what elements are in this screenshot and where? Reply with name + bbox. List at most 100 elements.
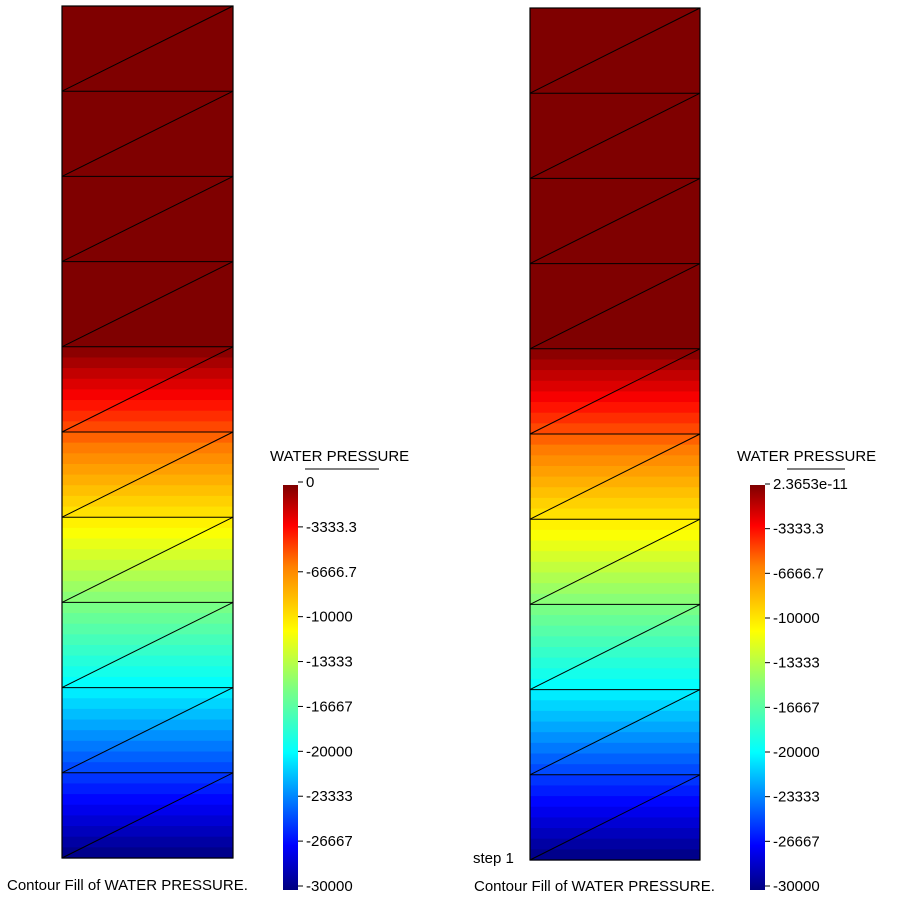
right-mesh-diagonal [529,518,701,605]
left-contour-band [62,442,233,454]
right-contour-band [530,402,700,414]
right-contour-band [530,657,700,669]
left-contour-band [62,708,233,721]
right-contour-band [530,583,700,595]
step-label: step 1 [473,850,514,867]
right-contour-band [530,551,700,563]
right-legend-label: -10000 [773,610,820,627]
right-contour-band [530,370,700,382]
right-mesh-diagonal [529,7,701,94]
right-contour-band [530,678,700,691]
left-mesh-diagonal [61,175,234,263]
right-mesh-diagonal [529,263,701,350]
left-contour-band [62,517,233,529]
right-contour-band [530,455,700,467]
left-legend-label: -23333 [306,788,353,805]
right-contour-band [530,434,700,446]
left-legend-labels: 0 -3333.3 -6666.7 -10000 -13333 -16667 -20000 -… [298,474,357,895]
right-legend-bar [750,485,765,890]
left-mesh [61,5,234,859]
right-caption: Contour Fill of WATER PRESSURE. [474,878,715,895]
left-legend-label: -20000 [306,743,353,760]
left-contour-band [62,676,233,689]
left-contour-band [62,772,233,785]
right-mesh-diagonal [529,689,701,776]
right-contour-band [530,508,700,520]
left-contour-band [62,463,233,476]
left-contour-band [62,698,233,710]
right-mesh-diagonal [529,177,701,265]
right-contour-band [530,710,700,723]
right-mesh-diagonal [529,774,701,861]
left-contour-band [62,495,233,508]
left-contour-band [62,762,233,774]
right-contour-band [530,359,700,371]
right-contour-band [530,423,700,435]
right-legend-label: -20000 [773,744,820,761]
right-contour-band [530,615,700,627]
left-mesh-diagonal [61,601,234,689]
right-contour-band [530,561,700,574]
right-mesh-diagonal [529,348,701,435]
right-mesh [529,7,701,861]
right-contour-band [530,774,700,787]
right-contour-band [530,572,700,584]
right-contour-band [530,668,700,680]
left-legend-label: -26667 [306,833,353,850]
left-legend-bar [283,485,298,890]
left-contour-band [62,389,233,401]
right-contour-band [530,391,700,403]
left-legend-label: 0 [306,474,314,491]
left-legend-title: WATER PRESSURE [270,448,409,465]
left-contour-band [62,357,233,369]
left-mesh-diagonal [61,346,234,433]
right-contour-band [530,625,700,637]
right-contour-band [530,806,700,818]
left-contour-band [62,559,233,572]
right-contour-band [530,529,700,542]
left-contour-band [62,804,233,816]
right-legend-label: -13333 [773,655,820,672]
right-contour-band [530,721,700,733]
left-contour-band [62,453,233,465]
left-contour-band [62,538,233,550]
left-contour-band [62,527,233,540]
right-contour-band [530,689,700,701]
right-legend-title: WATER PRESSURE [737,448,876,465]
right-contour-band [530,540,700,552]
right-mesh-diagonal [529,603,701,691]
left-contour-band [62,410,233,422]
left-legend-label: -3333.3 [306,519,357,536]
right-mesh-diagonal [529,433,701,520]
left-contour-band [62,432,233,444]
left-contour-band [62,400,233,412]
right-contour-band [530,465,700,478]
left-caption: Contour Fill of WATER PRESSURE. [7,877,248,894]
left-contour-band [62,794,233,806]
left-contour-band [62,836,233,848]
right-contour-band [530,817,700,829]
left-contour-band [62,591,233,603]
left-contour-band [62,634,233,646]
left-contour-band [62,751,233,763]
left-mesh-diagonal [61,5,234,92]
left-contour-band [62,687,233,699]
right-contour-band [530,412,700,424]
left-contour-band [62,570,233,582]
left-legend-label: -10000 [306,609,353,626]
right-legend-label: -16667 [773,699,820,716]
right-contour-band [530,593,700,605]
left-contour-band [62,655,233,667]
left-mesh-diagonal [61,772,234,859]
left-mesh-diagonal [61,431,234,518]
right-legend-label: -6666.7 [773,565,824,582]
left-mesh-diagonal [61,687,234,774]
right-contour-band [530,497,700,510]
right-contour-band [530,348,700,361]
right-contour-band [530,444,700,456]
left-contour-band [62,613,233,625]
left-legend-label: -6666.7 [306,564,357,581]
left-contour-band [62,581,233,593]
left-contour-band [62,740,233,753]
